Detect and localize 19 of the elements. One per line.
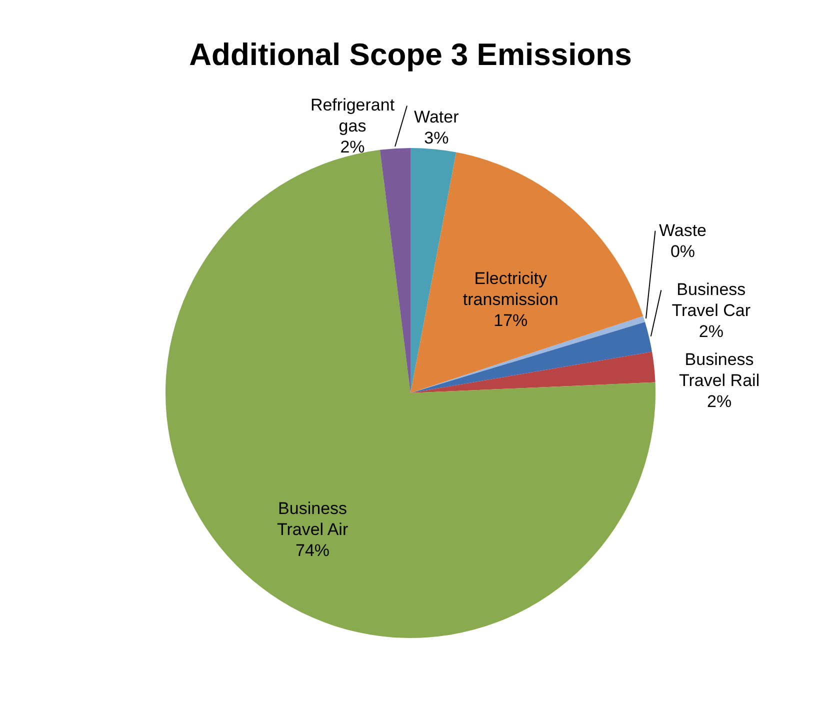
slice-label: Business Travel Air [276,499,348,540]
data-label: 2% [698,322,724,342]
data-label: 74% [296,541,330,560]
slice-label: Refrigerant gas [310,96,395,136]
data-label: 2% [340,138,365,157]
slice-label: Electricity transmission [462,268,558,309]
data-label: 2% [706,392,732,412]
data-label: 0% [670,242,696,261]
pie-slice [410,352,656,393]
chart-title: Additional Scope 3 Emissions [189,37,632,72]
pie-slice [410,148,456,393]
slice-label: Business Travel Rail [678,350,760,390]
pie-slice [380,148,410,393]
data-label: 17% [494,310,528,330]
pie-slice [410,152,644,393]
data-label: 3% [424,128,449,148]
slice-label: Water [414,108,460,127]
slice-label: Waste [658,220,707,240]
slice-label: Business Travel Car [672,280,751,320]
